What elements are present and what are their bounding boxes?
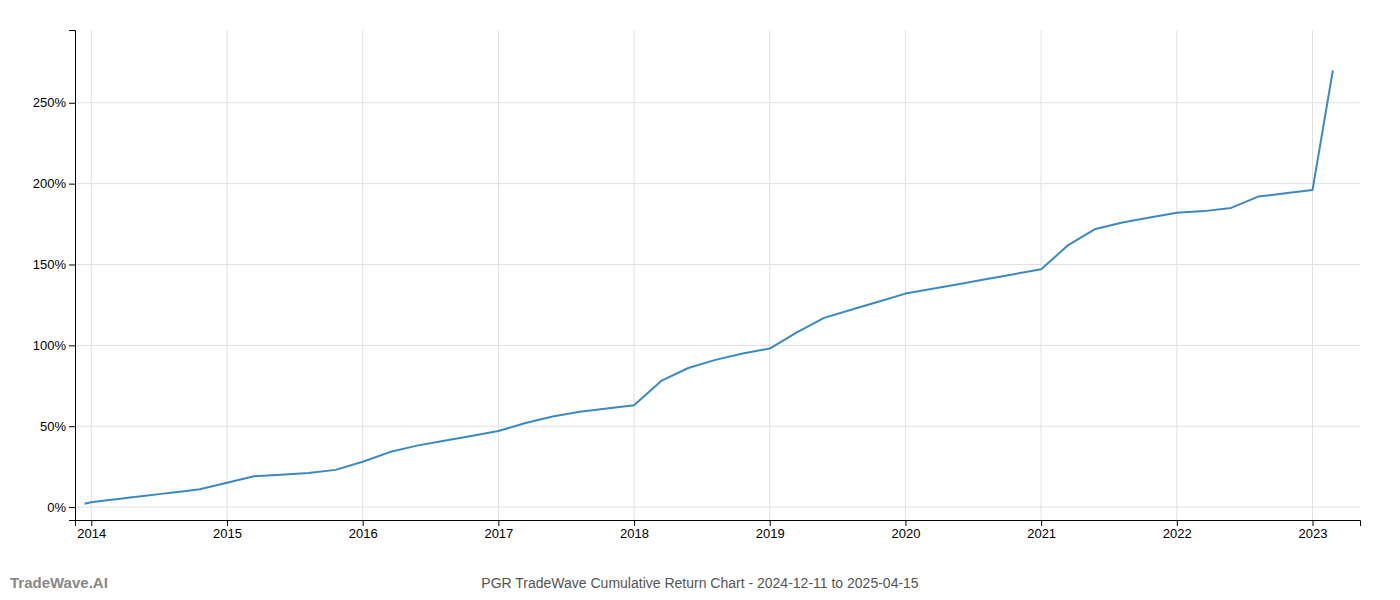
tick-label: 200% (33, 176, 67, 191)
grid-line (75, 426, 1360, 427)
tick-mark (69, 345, 75, 346)
grid-line (75, 264, 1360, 265)
tick: 150% (33, 257, 75, 272)
grid-line (498, 30, 499, 520)
grid-line (1041, 30, 1042, 520)
tick-label: 2022 (1163, 526, 1192, 541)
tick: 2017 (484, 520, 513, 541)
tick-label: 2018 (620, 526, 649, 541)
tick-mark (69, 507, 75, 508)
tick: 2015 (213, 520, 242, 541)
tick-mark (69, 184, 75, 185)
line (84, 70, 1332, 503)
grid-line (75, 102, 1360, 103)
tick-label: 2020 (891, 526, 920, 541)
tick-label: 2015 (213, 526, 242, 541)
tick-label: 150% (33, 257, 67, 272)
tick-mark (91, 520, 92, 526)
title: PGR TradeWave Cumulative Return Chart - … (481, 575, 919, 591)
y-axis: 0% 50% 100% 150% 200% 250% (33, 31, 76, 521)
grid-line (75, 345, 1360, 346)
tick: 2014 (77, 520, 106, 541)
tick: 2023 (1299, 520, 1328, 541)
grid-line (634, 30, 635, 520)
tick-mark (69, 264, 75, 265)
tick-mark (69, 426, 75, 427)
tick-label: 2016 (349, 526, 378, 541)
plot-area (84, 70, 1332, 503)
tick-mark (770, 520, 771, 526)
tick-mark (1313, 520, 1314, 526)
tick-mark (1041, 520, 1042, 526)
grid (75, 30, 1360, 520)
grid-line (905, 30, 906, 520)
tick-label: 2017 (484, 526, 513, 541)
tick-mark (227, 520, 228, 526)
tick-mark (363, 520, 364, 526)
tick-label: 100% (33, 338, 67, 353)
tick: 2018 (620, 520, 649, 541)
tick-label: 2023 (1299, 526, 1328, 541)
tick: 50% (40, 419, 75, 434)
tick-label: 250% (33, 95, 67, 110)
axis-line (76, 521, 1361, 527)
chart: 2014 2015 2016 2017 2018 2019 2020 2021 2022 2023… (0, 0, 1400, 600)
tick: 100% (33, 338, 75, 353)
grid-line (1176, 30, 1177, 520)
tick-label: 50% (40, 419, 66, 434)
tick-mark (1177, 520, 1178, 526)
tick-mark (498, 520, 499, 526)
grid-line (1312, 30, 1313, 520)
tick-mark (69, 103, 75, 104)
tick-label: 0% (47, 500, 66, 515)
tick: 2022 (1163, 520, 1192, 541)
tick-mark (905, 520, 906, 526)
tick: 2021 (1027, 520, 1056, 541)
tick-label: 2014 (77, 526, 106, 541)
tick: 200% (33, 176, 75, 191)
x-axis: 2014 2015 2016 2017 2018 2019 2020 2021 2022 2023 (76, 520, 1361, 541)
grid-line (769, 30, 770, 520)
tick-label: 2021 (1027, 526, 1056, 541)
grid-line (362, 30, 363, 520)
grid-line (75, 507, 1360, 508)
tick-label: 2019 (756, 526, 785, 541)
grid-line (226, 30, 227, 520)
tick: 2016 (349, 520, 378, 541)
axis-line (69, 31, 76, 521)
tick: 2020 (891, 520, 920, 541)
tick-mark (634, 520, 635, 526)
watermark: TradeWave.AI (10, 574, 108, 591)
grid-line (91, 30, 92, 520)
tick: 250% (33, 95, 75, 110)
grid-line (75, 183, 1360, 184)
tick: 2019 (756, 520, 785, 541)
tick: 0% (47, 500, 75, 515)
